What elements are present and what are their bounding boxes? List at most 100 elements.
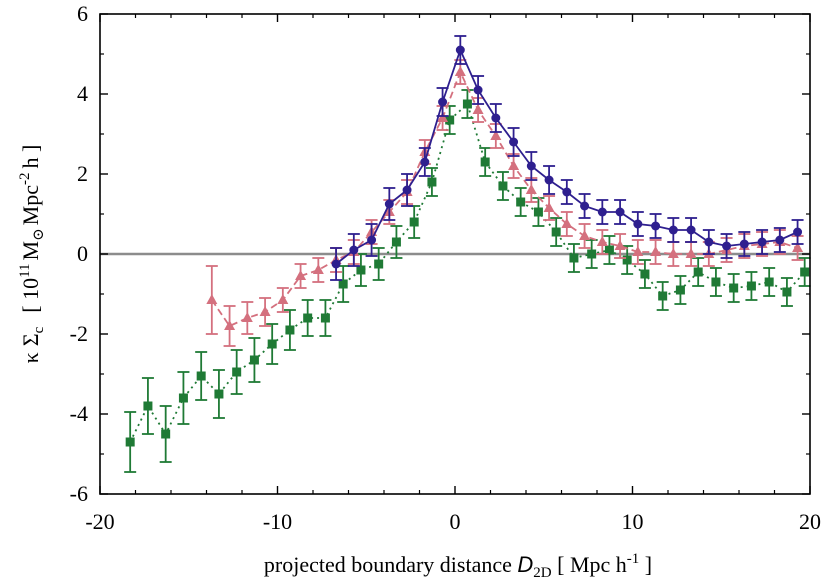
data-point-square xyxy=(729,283,739,293)
data-point-triangle xyxy=(632,246,644,256)
data-point-square xyxy=(746,281,756,291)
x-tick-label: 20 xyxy=(799,509,821,534)
data-point-triangle xyxy=(472,104,484,114)
data-point-triangle xyxy=(295,270,307,280)
data-point-square xyxy=(587,249,597,259)
data-point-square xyxy=(800,267,810,277)
data-point-square xyxy=(533,207,543,217)
data-point-circle xyxy=(615,207,625,217)
data-point-square xyxy=(409,217,419,227)
data-point-square xyxy=(391,237,401,247)
data-point-square xyxy=(445,115,455,125)
y-axis-label-bracket-open: [ 10 xyxy=(18,278,43,313)
data-point-circle xyxy=(384,199,394,209)
x-axis-label-unit-exp: -1 xyxy=(627,551,640,567)
data-point-circle xyxy=(722,241,732,251)
y-axis-label: κΣc [ 1011 M⊙ Mpc-2 h ] xyxy=(17,145,47,364)
data-point-triangle xyxy=(543,202,555,212)
data-point-triangle xyxy=(650,246,662,256)
y-tick-label: 6 xyxy=(77,1,88,26)
data-point-triangle xyxy=(667,248,679,258)
data-point-circle xyxy=(420,157,430,167)
data-point-square xyxy=(338,279,348,289)
y-tick-label: 2 xyxy=(77,161,88,186)
data-point-circle xyxy=(367,235,377,245)
data-point-triangle xyxy=(596,236,608,246)
y-axis-label-unit-exp: -2 xyxy=(17,173,33,186)
data-point-circle xyxy=(331,259,341,269)
data-point-square xyxy=(622,255,632,265)
data-point-triangle xyxy=(206,294,218,304)
data-point-circle xyxy=(491,113,501,123)
data-point-square xyxy=(640,269,650,279)
data-point-square xyxy=(374,259,384,269)
x-axis-label-symbol: D xyxy=(517,552,533,577)
data-point-circle xyxy=(686,225,696,235)
data-point-triangle xyxy=(792,242,804,252)
y-axis-label-h: h ] xyxy=(18,145,43,169)
data-point-triangle xyxy=(490,130,502,140)
data-point-square xyxy=(303,313,313,323)
data-point-triangle xyxy=(561,218,573,228)
data-point-square xyxy=(320,313,330,323)
data-point-circle xyxy=(509,137,519,147)
data-point-circle xyxy=(757,237,767,247)
data-point-circle xyxy=(438,97,448,107)
data-point-circle xyxy=(793,227,803,237)
data-point-triangle xyxy=(579,230,591,240)
data-point-square xyxy=(693,267,703,277)
data-point-circle xyxy=(597,207,607,217)
data-point-circle xyxy=(704,237,714,247)
data-point-circle xyxy=(668,225,678,235)
data-point-square xyxy=(125,437,135,447)
data-point-triangle xyxy=(277,294,289,304)
data-point-square xyxy=(604,245,614,255)
y-tick-label: -4 xyxy=(70,401,88,426)
y-tick-label: 0 xyxy=(77,241,88,266)
data-point-square xyxy=(249,355,259,365)
data-point-circle xyxy=(580,201,590,211)
data-point-circle xyxy=(739,239,749,249)
data-point-triangle xyxy=(241,312,253,322)
data-point-circle xyxy=(544,175,554,185)
series-square xyxy=(124,89,811,473)
data-point-square xyxy=(569,253,579,263)
y-axis-label-msun: M xyxy=(18,241,43,261)
data-point-square xyxy=(462,99,472,109)
series-line-triangle xyxy=(211,69,798,328)
data-point-triangle xyxy=(312,264,324,274)
y-axis-label-exp: 11 xyxy=(17,263,33,277)
data-point-circle xyxy=(526,161,536,171)
data-point-circle xyxy=(651,221,661,231)
y-tick-label: 4 xyxy=(77,81,88,106)
data-point-triangle xyxy=(259,306,271,316)
data-point-circle xyxy=(633,219,643,229)
data-point-square xyxy=(214,389,224,399)
y-axis-label-sigma-sub: c xyxy=(31,326,47,333)
y-tick-label: -2 xyxy=(70,321,88,346)
data-point-square xyxy=(196,371,206,381)
data-point-square xyxy=(232,367,242,377)
x-axis-label: projected boundary distance D2D [ Mpc h-… xyxy=(264,551,652,581)
x-tick-label: -20 xyxy=(85,509,114,534)
data-point-triangle xyxy=(525,184,537,194)
data-point-square xyxy=(427,177,437,187)
data-point-circle xyxy=(455,45,465,55)
data-point-square xyxy=(782,287,792,297)
data-point-square xyxy=(675,285,685,295)
data-point-square xyxy=(267,339,277,349)
data-point-square xyxy=(516,197,526,207)
series-circle xyxy=(330,35,804,281)
series-triangle xyxy=(205,59,804,347)
data-point-circle xyxy=(775,235,785,245)
data-point-circle xyxy=(473,85,483,95)
data-point-triangle xyxy=(508,160,520,170)
data-point-circle xyxy=(349,245,359,255)
data-point-square xyxy=(711,277,721,287)
y-axis-label-unit: Mpc xyxy=(18,185,43,226)
x-axis-label-prefix: projected boundary distance xyxy=(264,552,518,577)
data-point-square xyxy=(356,265,366,275)
data-point-triangle xyxy=(614,240,626,250)
